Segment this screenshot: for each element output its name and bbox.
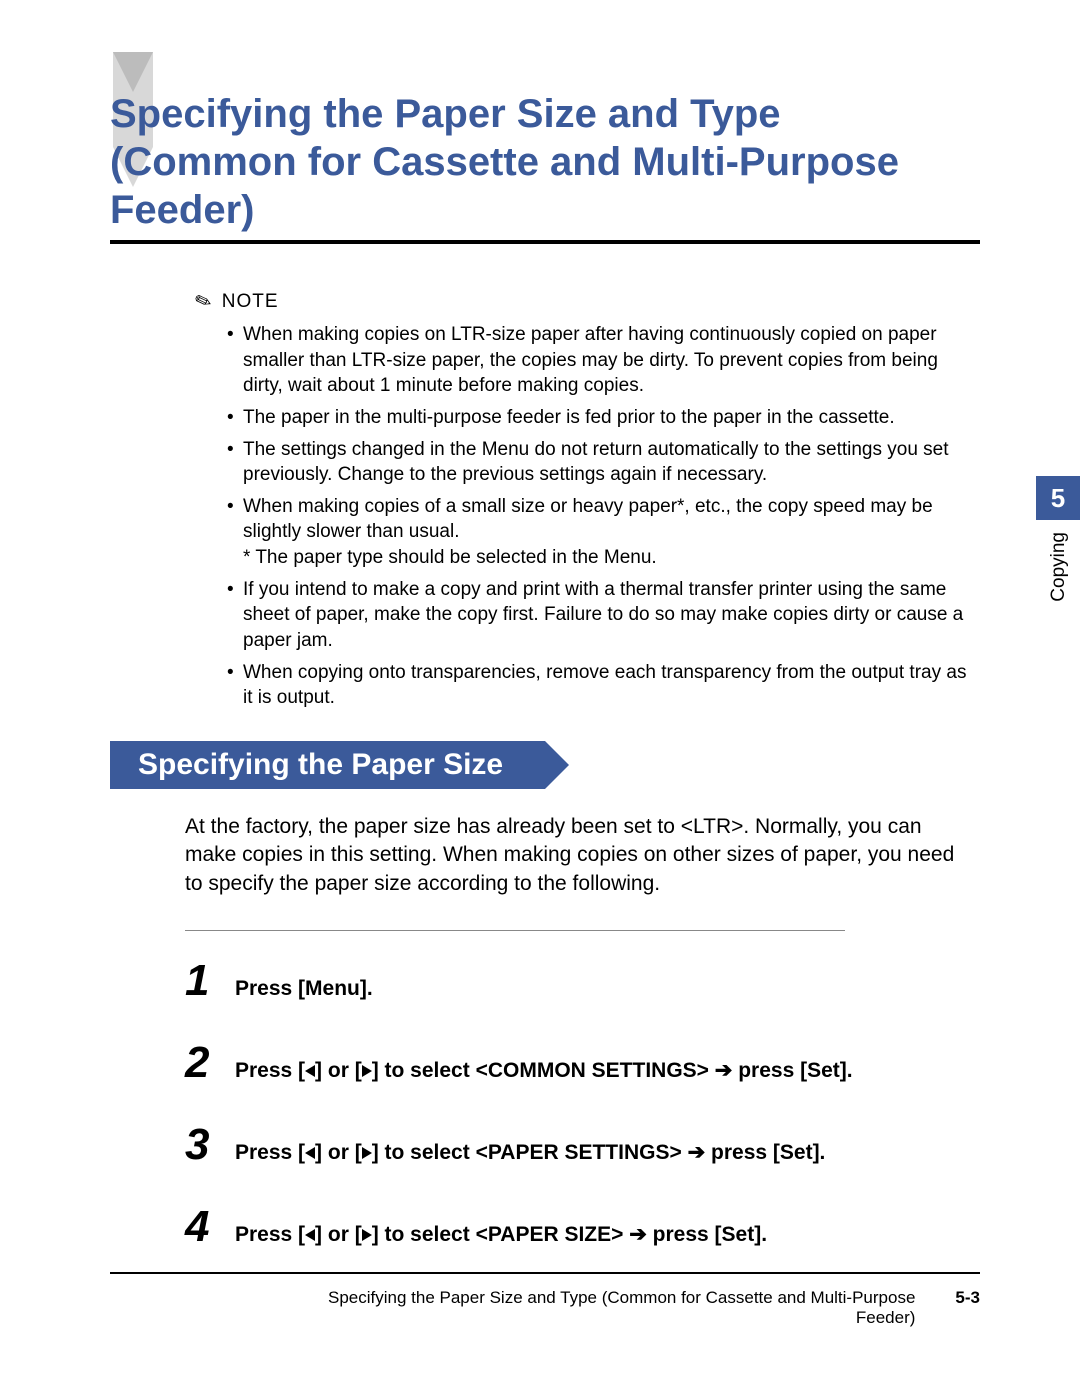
note-block: ✎ NOTE When making copies on LTR-size pa… bbox=[195, 289, 970, 711]
step-fragment: ] or [ bbox=[315, 1059, 362, 1082]
step-fragment: ] to select <COMMON SETTINGS> bbox=[372, 1059, 715, 1082]
triangle-left-icon bbox=[305, 1147, 315, 1159]
step-fragment: Press [ bbox=[235, 1059, 305, 1082]
note-item: When making copies on LTR-size paper aft… bbox=[227, 322, 970, 399]
chapter-label: Copying bbox=[1048, 532, 1070, 602]
footer-title: Specifying the Paper Size and Type (Comm… bbox=[295, 1288, 915, 1328]
triangle-left-icon bbox=[305, 1229, 315, 1241]
note-item: The settings changed in the Menu do not … bbox=[227, 437, 970, 488]
step-text: Press [Menu]. bbox=[235, 975, 373, 1002]
note-item: When making copies of a small size or he… bbox=[227, 494, 970, 571]
step-fragment: ] to select <PAPER SETTINGS> bbox=[372, 1141, 688, 1164]
step: 3 Press [ ] or [ ] to select <PAPER SETTIN… bbox=[185, 1123, 980, 1167]
step-text: Press [] or [] to select <PAPER SIZE> ➔ … bbox=[235, 1221, 767, 1248]
triangle-left-icon bbox=[305, 1065, 315, 1077]
step: 2 Press [ ] or [ ] to select <COMMON SETTI… bbox=[185, 1041, 980, 1085]
main-title-block: Specifying the Paper Size and Type (Comm… bbox=[110, 90, 980, 244]
triangle-right-icon bbox=[362, 1147, 372, 1159]
footer-divider bbox=[110, 1272, 980, 1274]
step-number: 3 bbox=[185, 1123, 217, 1167]
step-fragment: ] to select <PAPER SIZE> bbox=[372, 1223, 630, 1246]
step-number: 2 bbox=[185, 1041, 217, 1085]
section-header: Specifying the Paper Size bbox=[110, 741, 980, 789]
step-fragment: ] or [ bbox=[315, 1223, 362, 1246]
triangle-right-icon bbox=[362, 1065, 372, 1077]
step-fragment: Press [ bbox=[235, 1141, 305, 1164]
right-arrow-icon: ➔ bbox=[629, 1223, 647, 1246]
step-text: Press [ ] or [ ] to select <COMMON SETTING… bbox=[235, 1057, 853, 1084]
page-footer: Specifying the Paper Size and Type (Comm… bbox=[110, 1272, 980, 1328]
note-list: When making copies on LTR-size paper aft… bbox=[227, 322, 970, 711]
page-title: Specifying the Paper Size and Type (Comm… bbox=[110, 90, 980, 234]
step-fragment: press [Set]. bbox=[647, 1223, 767, 1246]
step-fragment: ] or [ bbox=[315, 1141, 362, 1164]
steps-divider bbox=[185, 930, 845, 931]
footer-page-number: 5-3 bbox=[955, 1288, 980, 1308]
side-tab: 5 Copying bbox=[1036, 476, 1080, 602]
section-body: At the factory, the paper size has alrea… bbox=[185, 813, 965, 898]
step-text: Press [ ] or [ ] to select <PAPER SETTINGS… bbox=[235, 1139, 825, 1166]
step-fragment: Press [ bbox=[235, 1223, 305, 1246]
chapter-number-badge: 5 bbox=[1036, 476, 1080, 520]
steps-list: 1 Press [Menu]. 2 Press [ ] or [ ] to sele… bbox=[185, 959, 980, 1249]
step: 1 Press [Menu]. bbox=[185, 959, 980, 1003]
note-item: The paper in the multi-purpose feeder is… bbox=[227, 405, 970, 431]
right-arrow-icon: ➔ bbox=[688, 1141, 706, 1164]
step-number: 1 bbox=[185, 959, 217, 1003]
step: 4 Press [] or [] to select <PAPER SIZE> … bbox=[185, 1205, 980, 1249]
note-header: ✎ NOTE bbox=[195, 289, 970, 314]
title-line-1: Specifying the Paper Size and Type bbox=[110, 92, 781, 136]
pencil-icon: ✎ bbox=[191, 287, 215, 316]
note-text: When making copies of a small size or he… bbox=[243, 496, 933, 543]
note-label: NOTE bbox=[222, 291, 279, 313]
triangle-right-icon bbox=[362, 1229, 372, 1241]
section-title: Specifying the Paper Size bbox=[110, 741, 980, 789]
note-item: If you intend to make a copy and print w… bbox=[227, 577, 970, 654]
right-arrow-icon: ➔ bbox=[715, 1059, 733, 1082]
note-item: When copying onto transparencies, remove… bbox=[227, 660, 970, 711]
step-number: 4 bbox=[185, 1205, 217, 1249]
title-line-2: (Common for Cassette and Multi-Purpose F… bbox=[110, 140, 899, 232]
step-fragment: press [Set]. bbox=[732, 1059, 852, 1082]
footer-row: Specifying the Paper Size and Type (Comm… bbox=[110, 1288, 980, 1328]
note-subtext: * The paper type should be selected in t… bbox=[243, 545, 970, 571]
step-fragment: press [Set]. bbox=[705, 1141, 825, 1164]
